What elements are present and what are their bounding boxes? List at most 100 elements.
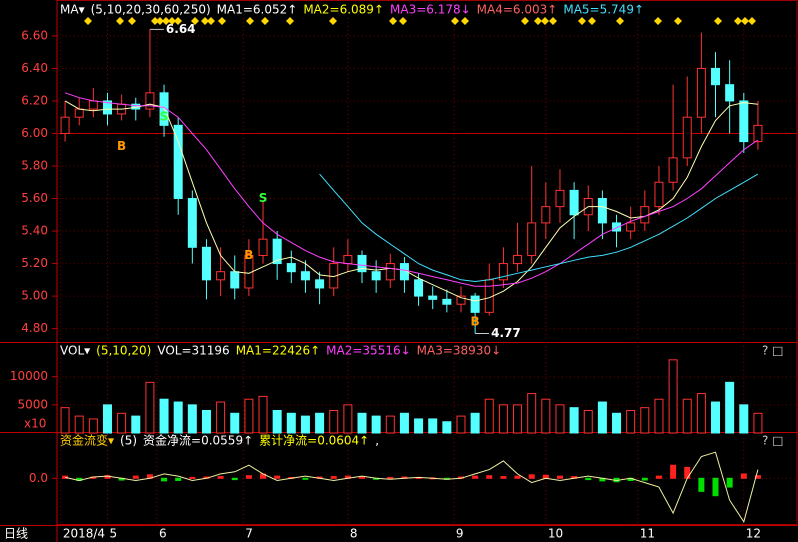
bar xyxy=(556,475,563,479)
bar xyxy=(726,477,733,488)
candle-body xyxy=(272,238,282,265)
candle-body xyxy=(385,263,395,281)
candle-body xyxy=(258,238,268,256)
bar xyxy=(668,359,678,434)
bar xyxy=(359,476,366,479)
legend-item: MA1=6.052↑ xyxy=(217,3,298,17)
help-icon[interactable]: ? □ xyxy=(762,344,784,358)
annotation: B xyxy=(244,248,253,262)
candle-body xyxy=(399,263,409,281)
candle-body xyxy=(527,222,537,256)
bar xyxy=(442,421,452,434)
candle-body xyxy=(612,222,622,232)
bar xyxy=(740,473,747,479)
x-tick-label: 12 xyxy=(746,527,761,541)
bar xyxy=(131,415,141,434)
bar xyxy=(62,475,69,479)
bar xyxy=(74,415,84,434)
x-tick-label: 11 xyxy=(640,527,655,541)
legend-item: 资金流变▾ xyxy=(60,433,114,448)
bar xyxy=(216,401,226,434)
annotation: 4.77 xyxy=(491,326,521,340)
x-tick-label: 6 xyxy=(159,527,167,541)
signal-diamond xyxy=(549,17,557,25)
candle-body xyxy=(725,84,735,102)
bar xyxy=(161,477,168,482)
bar xyxy=(274,475,281,479)
candle-body xyxy=(286,263,296,273)
bar xyxy=(597,401,607,434)
legend-item: MA5=5.749↑ xyxy=(563,3,644,17)
candle-body xyxy=(626,222,636,232)
bar xyxy=(231,477,238,481)
signal-diamond xyxy=(84,17,92,25)
period-label[interactable]: 日线 xyxy=(4,527,28,541)
bar xyxy=(102,404,112,434)
candle-body xyxy=(541,206,551,224)
bar xyxy=(387,476,394,479)
y-tick-label: 5.00 xyxy=(21,289,48,303)
bar xyxy=(739,404,749,434)
x-tick-label: 10 xyxy=(548,527,563,541)
bar xyxy=(286,412,296,434)
candle-body xyxy=(456,295,466,305)
annotation: 6.64 xyxy=(166,22,196,36)
signal-diamond xyxy=(578,17,586,25)
signal-diamond xyxy=(534,17,542,25)
candle-body xyxy=(300,271,310,281)
signal-diamond xyxy=(116,17,124,25)
signal-diamond xyxy=(128,17,136,25)
candle-body xyxy=(315,279,325,289)
bar xyxy=(472,475,479,479)
candle-body xyxy=(428,295,438,300)
candle-body xyxy=(216,271,226,281)
help-icon[interactable]: ? □ xyxy=(762,434,784,448)
signal-diamond xyxy=(286,17,294,25)
y-tick-label: 5.80 xyxy=(21,158,48,172)
bar xyxy=(385,415,395,434)
ma-line xyxy=(64,100,758,302)
annotation: B xyxy=(117,139,126,153)
signal-diamond xyxy=(714,17,722,25)
x-tick-label: 2018/4 xyxy=(63,527,105,541)
bar xyxy=(555,404,565,434)
y-tick-label: 6.00 xyxy=(21,126,48,140)
bar xyxy=(399,412,409,434)
candle-body xyxy=(682,116,692,159)
candle-body xyxy=(739,100,749,143)
signal-diamond xyxy=(521,17,529,25)
signal-diamond xyxy=(261,17,269,25)
x-tick-label: 8 xyxy=(350,527,358,541)
bar xyxy=(583,409,593,434)
bar xyxy=(612,412,622,434)
candle-body xyxy=(371,271,381,281)
legend-item: MA▾ xyxy=(60,3,85,17)
bar xyxy=(514,475,521,479)
bar xyxy=(585,477,592,481)
annotation: S xyxy=(259,191,268,205)
bar xyxy=(500,476,507,479)
signal-diamond xyxy=(329,17,337,25)
legend-item: (5,10,20) xyxy=(96,344,151,358)
bar xyxy=(230,412,240,434)
bar xyxy=(117,412,127,434)
bar xyxy=(343,404,353,434)
bar xyxy=(654,398,664,434)
y-tick-label: 6.40 xyxy=(21,61,48,75)
signal-diamond xyxy=(174,17,182,25)
legend-item: VOL=31196 xyxy=(157,344,229,358)
bar xyxy=(329,409,339,434)
ma-line xyxy=(64,92,759,287)
candle-body xyxy=(498,263,508,281)
y-tick-label: 6.20 xyxy=(21,93,48,107)
candle-body xyxy=(569,189,579,216)
signal-diamond xyxy=(389,17,397,25)
candle-body xyxy=(187,198,197,248)
bar xyxy=(258,395,268,434)
signal-diamond xyxy=(541,17,549,25)
y-tick-label: 5000 xyxy=(17,397,48,411)
bar xyxy=(569,407,579,434)
x-tick-label: 5 xyxy=(109,527,117,541)
